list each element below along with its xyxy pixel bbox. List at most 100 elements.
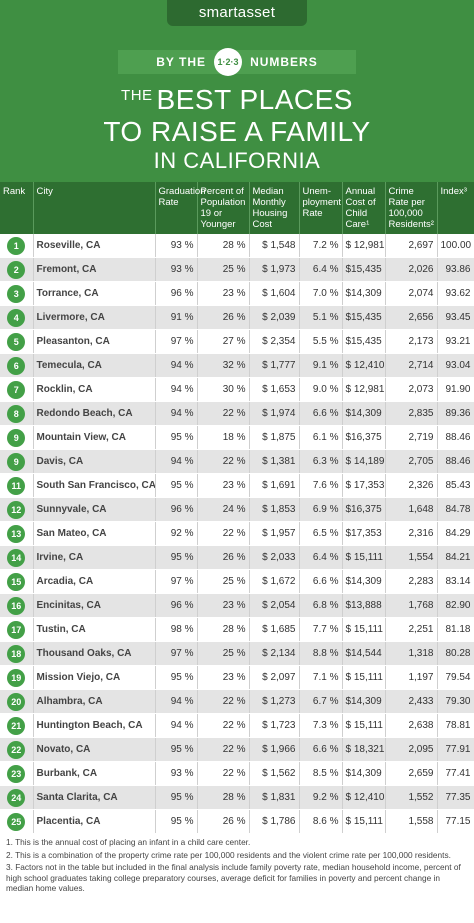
value-cell: 6.5 % <box>299 521 343 546</box>
ranking-table: Rank City Graduation Rate Percent of Popula… <box>0 182 474 834</box>
value-cell: 82.90 <box>437 593 474 618</box>
value-cell: $ 1,685 <box>249 617 300 642</box>
value-cell: 7.3 % <box>299 713 343 738</box>
value-cell: 93.86 <box>437 257 474 282</box>
value-cell: $14,309 <box>342 761 386 786</box>
table-row: 25 Placentia, CA 95 % 26 % $ 1,786 8.6 % $ 15,… <box>0 809 474 834</box>
value-cell: 2,251 <box>385 617 438 642</box>
value-cell: $ 14,189 <box>342 449 386 474</box>
value-cell: $ 15,111 <box>342 809 386 834</box>
column-header: Median Monthly Housing Cost <box>249 182 300 234</box>
value-cell: $14,309 <box>342 281 386 306</box>
value-cell: 6.6 % <box>299 569 343 594</box>
rank-cell: 14 <box>0 545 34 570</box>
value-cell: 97 % <box>155 569 198 594</box>
value-cell: $ 1,723 <box>249 713 300 738</box>
rank-cell: 15 <box>0 569 34 594</box>
value-cell: 7.7 % <box>299 617 343 642</box>
value-cell: 8.8 % <box>299 641 343 666</box>
rank-badge: 7 <box>7 380 26 399</box>
value-cell: 1,554 <box>385 545 438 570</box>
city-cell: San Mateo, CA <box>33 521 156 546</box>
value-cell: 79.54 <box>437 665 474 690</box>
city-cell: Pleasanton, CA <box>33 329 156 354</box>
column-header: Index³ <box>437 182 474 234</box>
value-cell: $ 1,786 <box>249 809 300 834</box>
column-header: City <box>33 182 156 234</box>
table-row: 4 Livermore, CA 91 % 26 % $ 2,039 5.1 % $15,43… <box>0 305 474 330</box>
value-cell: $ 1,672 <box>249 569 300 594</box>
table-body: 1 Roseville, CA 93 % 28 % $ 1,548 7.2 % $ 12,9… <box>0 234 474 834</box>
value-cell: 77.15 <box>437 809 474 834</box>
table-row: 7 Rocklin, CA 94 % 30 % $ 1,653 9.0 % $ 12,981… <box>0 377 474 402</box>
title-line: TO RAISE A FAMILY <box>103 116 371 147</box>
column-header: Graduation Rate <box>155 182 206 234</box>
value-cell: $ 1,777 <box>249 353 300 378</box>
rank-badge: 3 <box>7 284 26 303</box>
value-cell: 2,638 <box>385 713 438 738</box>
table-row: 9 Davis, CA 94 % 22 % $ 1,381 6.3 % $ 14,189 2,… <box>0 449 474 474</box>
rank-cell: 4 <box>0 305 34 330</box>
value-cell: 2,659 <box>385 761 438 786</box>
value-cell: 7.2 % <box>299 234 343 258</box>
value-cell: 95 % <box>155 473 198 498</box>
value-cell: 22 % <box>197 737 250 762</box>
value-cell: 23 % <box>197 593 250 618</box>
footnotes: 1. This is the annual cost of placing an… <box>0 834 474 899</box>
table-row: 23 Burbank, CA 93 % 22 % $ 1,562 8.5 % $14,309… <box>0 761 474 786</box>
value-cell: 2,173 <box>385 329 438 354</box>
value-cell: $ 1,273 <box>249 689 300 714</box>
title-small: THE <box>121 87 153 104</box>
table-row: 21 Huntington Beach, CA 94 % 22 % $ 1,723 7.3… <box>0 713 474 738</box>
value-cell: 2,697 <box>385 234 438 258</box>
value-cell: 84.78 <box>437 497 474 522</box>
city-cell: Burbank, CA <box>33 761 156 786</box>
table-row: 6 Temecula, CA 94 % 32 % $ 1,777 9.1 % $ 12,41… <box>0 353 474 378</box>
value-cell: 9.1 % <box>299 353 343 378</box>
value-cell: 2,073 <box>385 377 438 402</box>
table-row: 24 Santa Clarita, CA 95 % 28 % $ 1,831 9.2 % $… <box>0 785 474 810</box>
rank-badge: 13 <box>7 524 26 543</box>
rank-badge: 25 <box>7 812 26 831</box>
value-cell: $ 15,111 <box>342 617 386 642</box>
rank-badge: 22 <box>7 740 26 759</box>
value-cell: 7.0 % <box>299 281 343 306</box>
value-cell: 6.3 % <box>299 449 343 474</box>
value-cell: 2,433 <box>385 689 438 714</box>
table-row: 11 South San Francisco, CA 95 % 23 % $ 1,691… <box>0 473 474 498</box>
banner-text: BY THE <box>156 55 207 69</box>
value-cell: $ 1,957 <box>249 521 300 546</box>
value-cell: $ 15,111 <box>342 713 386 738</box>
rank-badge: 4 <box>7 308 26 327</box>
rank-cell: 6 <box>0 353 34 378</box>
value-cell: 92 % <box>155 521 198 546</box>
value-cell: $ 2,134 <box>249 641 300 666</box>
hero: smartasset BY THE 1·2·3 NUMBERS THE BEST … <box>0 0 474 182</box>
value-cell: 1,558 <box>385 809 438 834</box>
value-cell: 6.6 % <box>299 401 343 426</box>
value-cell: 89.36 <box>437 401 474 426</box>
value-cell: $17,353 <box>342 521 386 546</box>
city-cell: Redondo Beach, CA <box>33 401 156 426</box>
table-row: 17 Tustin, CA 98 % 28 % $ 1,685 7.7 % $ 15,111… <box>0 617 474 642</box>
rank-badge: 12 <box>7 500 26 519</box>
value-cell: 91.90 <box>437 377 474 402</box>
table-row: 19 Mission Viejo, CA 95 % 23 % $ 2,097 7.1 % $… <box>0 665 474 690</box>
value-cell: $ 1,974 <box>249 401 300 426</box>
value-cell: 93 % <box>155 257 198 282</box>
value-cell: 6.6 % <box>299 737 343 762</box>
value-cell: $ 2,097 <box>249 665 300 690</box>
value-cell: 95 % <box>155 545 198 570</box>
city-cell: Thousand Oaks, CA <box>33 641 156 666</box>
value-cell: 6.9 % <box>299 497 343 522</box>
rank-cell: 22 <box>0 737 34 762</box>
value-cell: 88.46 <box>437 449 474 474</box>
value-cell: 79.30 <box>437 689 474 714</box>
value-cell: 25 % <box>197 569 250 594</box>
rank-cell: 12 <box>0 497 34 522</box>
value-cell: 78.81 <box>437 713 474 738</box>
value-cell: 25 % <box>197 641 250 666</box>
table-row: 13 San Mateo, CA 92 % 22 % $ 1,957 6.5 % $17,3… <box>0 521 474 546</box>
value-cell: 22 % <box>197 449 250 474</box>
value-cell: $16,375 <box>342 425 386 450</box>
